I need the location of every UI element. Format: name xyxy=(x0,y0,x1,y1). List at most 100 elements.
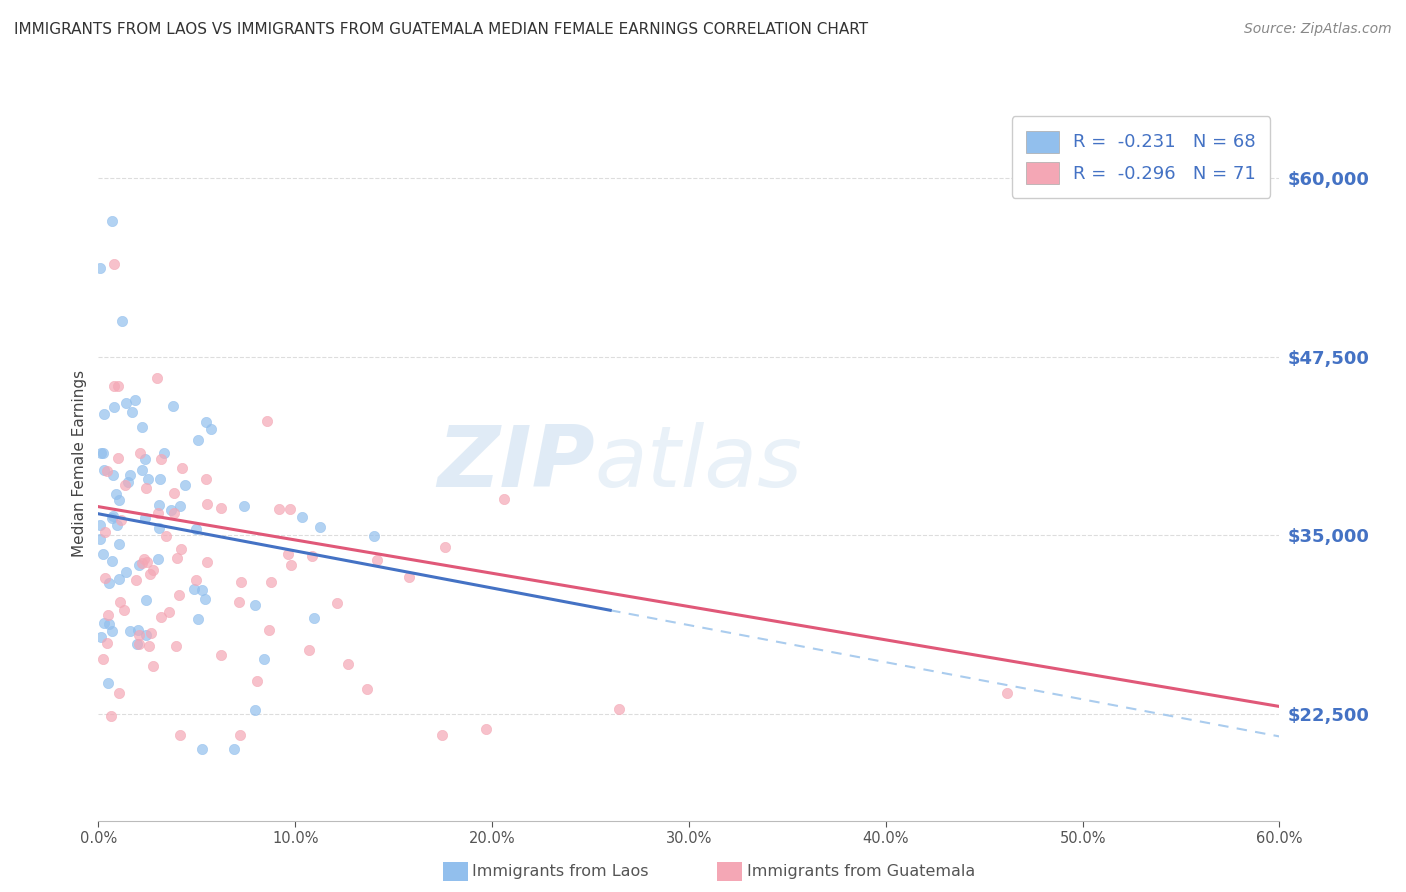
Point xyxy=(139,567,162,582)
Text: Immigrants from Guatemala: Immigrants from Guatemala xyxy=(747,864,974,879)
Point xyxy=(94,571,117,585)
Point xyxy=(243,598,266,612)
Point xyxy=(142,563,165,577)
Point xyxy=(135,481,157,495)
Point xyxy=(135,555,157,569)
Point xyxy=(96,464,118,478)
Point xyxy=(149,452,172,467)
Point xyxy=(115,396,138,410)
Point xyxy=(222,742,245,756)
Point xyxy=(190,583,212,598)
Point xyxy=(89,260,111,275)
Point xyxy=(169,728,191,742)
Point xyxy=(607,702,630,716)
Point xyxy=(167,588,190,602)
Point xyxy=(169,499,191,513)
Point xyxy=(174,477,197,491)
Point xyxy=(148,521,170,535)
Point xyxy=(253,652,276,666)
Point xyxy=(91,547,114,561)
Point xyxy=(93,616,115,631)
Point xyxy=(90,445,112,459)
Point xyxy=(228,595,250,609)
Point xyxy=(194,591,217,606)
Point xyxy=(112,603,135,617)
Point xyxy=(115,565,138,579)
Text: Immigrants from Laos: Immigrants from Laos xyxy=(472,864,650,879)
Point xyxy=(398,570,420,584)
Point xyxy=(243,703,266,717)
Point xyxy=(163,486,186,500)
Point xyxy=(430,728,453,742)
Point xyxy=(183,582,205,596)
Point xyxy=(337,657,360,672)
Point xyxy=(124,393,146,408)
Point xyxy=(108,572,131,586)
Point xyxy=(148,473,170,487)
Point xyxy=(260,574,283,589)
Point xyxy=(363,529,385,543)
Point xyxy=(191,742,214,756)
Point xyxy=(110,513,132,527)
Point xyxy=(433,540,456,554)
Point xyxy=(103,378,125,392)
Point xyxy=(153,446,176,460)
Point xyxy=(209,500,232,515)
Point xyxy=(257,623,280,637)
Point xyxy=(94,524,117,539)
Point xyxy=(291,510,314,524)
Point xyxy=(111,314,134,328)
Point xyxy=(150,610,173,624)
Point xyxy=(134,452,156,467)
Point xyxy=(138,639,160,653)
Point xyxy=(107,378,129,392)
Point xyxy=(134,510,156,524)
Point xyxy=(200,422,222,436)
Point xyxy=(103,400,125,414)
Point xyxy=(108,492,131,507)
Point xyxy=(128,637,150,651)
Point xyxy=(162,399,184,413)
Point xyxy=(170,541,193,556)
Point xyxy=(127,623,149,637)
Point xyxy=(159,503,181,517)
Point xyxy=(356,681,378,696)
Point xyxy=(142,659,165,673)
Point xyxy=(233,499,256,513)
Point xyxy=(229,728,252,742)
Point xyxy=(195,555,218,569)
Point xyxy=(129,446,152,460)
Point xyxy=(135,628,157,642)
Point xyxy=(105,518,128,533)
Point xyxy=(98,575,121,590)
Point xyxy=(97,675,120,690)
Text: ZIP: ZIP xyxy=(437,422,595,506)
Point xyxy=(170,461,193,475)
Point xyxy=(125,637,148,651)
Point xyxy=(114,477,136,491)
Point xyxy=(146,371,169,385)
Point xyxy=(492,492,515,507)
Point xyxy=(108,595,131,609)
Point xyxy=(148,506,170,520)
Point xyxy=(308,520,330,534)
Point xyxy=(118,624,141,639)
Point xyxy=(184,573,207,587)
Point xyxy=(100,709,122,723)
Point xyxy=(277,547,299,561)
Point xyxy=(197,497,219,511)
Point xyxy=(131,556,153,570)
Point xyxy=(121,405,143,419)
Point xyxy=(157,605,180,619)
Point xyxy=(474,723,496,737)
Point xyxy=(166,551,188,566)
Point xyxy=(93,651,115,665)
Point xyxy=(267,502,290,516)
Point xyxy=(125,574,148,588)
Point xyxy=(91,446,114,460)
Point xyxy=(118,467,141,482)
Point xyxy=(103,257,125,271)
Point xyxy=(302,611,325,625)
Point xyxy=(89,532,111,546)
Point xyxy=(131,419,153,434)
